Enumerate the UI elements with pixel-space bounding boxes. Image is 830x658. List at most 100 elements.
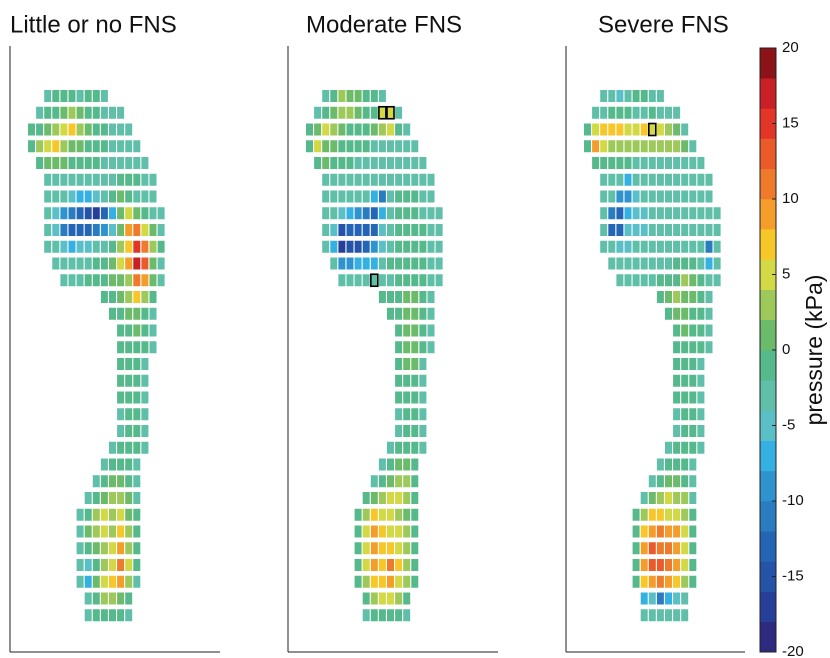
pressure-cell [133,391,141,404]
pressure-cell [133,291,141,303]
pressure-cell [387,575,394,588]
pressure-cell [600,157,608,169]
pressure-cell [370,525,378,538]
pressure-cell [616,190,624,203]
pressure-cell [640,257,648,270]
pressure-cell [387,291,394,303]
pressure-cell [403,123,411,136]
pressure-cell [346,90,354,102]
pressure-cell [656,106,664,119]
pressure-cell [133,207,141,220]
pressure-cell [133,492,141,504]
pressure-cell [411,441,419,454]
pressure-cell [84,190,92,203]
pressure-cell [338,207,346,220]
pressure-cell [125,441,133,454]
pressure-cell [322,140,330,153]
pressure-cell [125,542,133,555]
pressure-cell [133,374,141,387]
pressure-cell [141,224,149,236]
pressure-cell [403,274,411,287]
pressure-cell [338,190,346,203]
pressure-cell [395,592,403,605]
pressure-cell [640,525,648,538]
pressure-cell [133,358,141,370]
pressure-cell [648,240,656,253]
pressure-cell [387,475,394,488]
pressure-cell [600,140,608,153]
pressure-cell [370,224,378,236]
pressure-cell [92,257,100,270]
pressure-cell [60,123,68,136]
pressure-cell [648,559,656,571]
pressure-cell [370,609,378,622]
pressure-cell [76,508,84,521]
pressure-cell [387,508,394,521]
pressure-cell [125,374,133,387]
colorbar-tick-label: -15 [782,567,804,584]
pressure-cell [370,592,378,605]
pressure-cell [665,224,672,236]
pressure-cell [100,207,108,220]
pressure-cell [681,408,689,421]
pressure-cell [419,257,427,270]
pressure-cell [600,106,608,119]
pressure-cell [411,425,419,437]
pressure-cell [387,559,394,571]
pressure-cell [76,257,84,270]
pressure-cell [92,542,100,555]
pressure-cell [665,240,672,253]
pressure-cell [117,458,125,471]
pressure-cell [109,475,116,488]
pressure-cell [584,123,591,136]
pressure-cell [705,257,713,270]
pressure-cell [92,508,100,521]
pressure-cell [673,274,681,287]
pressure-cell [600,123,608,136]
pressure-cell [640,508,648,521]
pressure-cell [403,140,411,153]
pressure-cell [697,408,705,421]
pressure-cell [68,190,76,203]
pressure-cell [673,542,681,555]
pressure-cell [92,207,100,220]
pressure-cell [395,173,403,186]
pressure-cell [354,575,362,588]
pressure-cell [411,408,419,421]
panel-title: Severe FNS [598,11,729,38]
colorbar-bin [760,501,776,532]
pressure-cell [141,358,149,370]
pressure-cell [411,257,419,270]
pressure-cell [125,458,133,471]
pressure-cell [673,224,681,236]
pressure-cell [600,90,608,102]
pressure-cell [648,542,656,555]
pressure-cell [656,140,664,153]
pressure-cell [125,307,133,320]
pressure-cell [378,190,386,203]
pressure-cell [673,475,681,488]
pressure-cell [84,224,92,236]
pressure-cell [395,358,403,370]
pressure-cell [117,425,125,437]
pressure-cell [616,157,624,169]
pressure-cell [68,140,76,153]
pressure-cell [354,508,362,521]
pressure-cell [403,291,411,303]
colorbar-bin [760,380,776,411]
pressure-cell [149,307,157,320]
pressure-cell [656,559,664,571]
pressure-cell [141,240,149,253]
pressure-cell [117,391,125,404]
pressure-cell [330,207,338,220]
pressure-cell [673,391,681,404]
pressure-cell [149,224,157,236]
pressure-cell [378,508,386,521]
colorbar-bin [760,138,776,170]
pressure-cell [68,274,76,287]
pressure-cell [665,542,672,555]
pressure-cell [600,207,608,220]
pressure-cell [362,140,370,153]
pressure-cell [403,190,411,203]
pressure-cell [76,240,84,253]
